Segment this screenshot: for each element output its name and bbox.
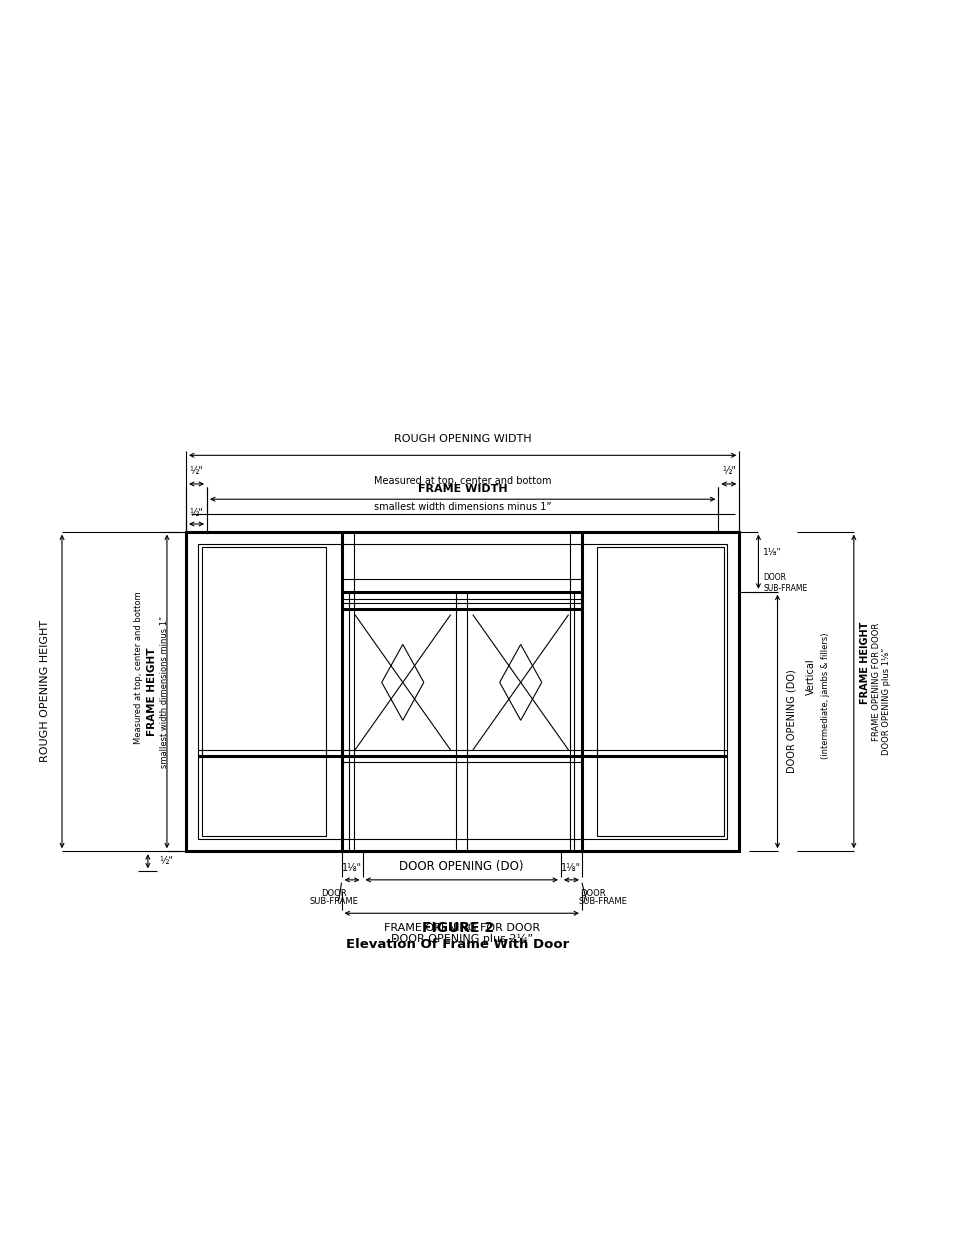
Text: FRAME OPENING FOR DOOR: FRAME OPENING FOR DOOR	[383, 923, 539, 932]
Bar	[202, 547, 326, 836]
Text: SUB-FRAME: SUB-FRAME	[578, 897, 627, 906]
Text: DOOR: DOOR	[321, 889, 346, 898]
Bar	[186, 531, 739, 851]
Text: ½": ½"	[190, 509, 203, 519]
Text: 1⅛": 1⅛"	[762, 548, 781, 557]
Text: ROUGH OPENING WIDTH: ROUGH OPENING WIDTH	[394, 433, 531, 443]
Text: Vertical: Vertical	[805, 658, 815, 695]
Text: ½": ½"	[159, 856, 173, 866]
Text: Elevation Of Frame With Door: Elevation Of Frame With Door	[346, 939, 569, 951]
Text: DOOR OPENING plus 1⅛”: DOOR OPENING plus 1⅛”	[881, 647, 890, 755]
Text: DOOR OPENING (DO): DOOR OPENING (DO)	[399, 860, 523, 873]
Text: DOOR OPENING plus 2¼”: DOOR OPENING plus 2¼”	[391, 934, 532, 945]
Text: 1⅛": 1⅛"	[341, 863, 362, 873]
Text: FRAME HEIGHT: FRAME HEIGHT	[147, 647, 156, 736]
Text: Measured at top, center and bottom: Measured at top, center and bottom	[133, 592, 143, 743]
Text: FRAME OPENING FOR DOOR: FRAME OPENING FOR DOOR	[871, 622, 881, 741]
Text: FIGURE 2: FIGURE 2	[421, 920, 494, 935]
Text: Measured at top, center and bottom: Measured at top, center and bottom	[374, 475, 551, 485]
Text: smallest width dimensions minus 1”: smallest width dimensions minus 1”	[374, 501, 551, 511]
Text: ½": ½"	[721, 467, 735, 477]
Text: DOOR
SUB-FRAME: DOOR SUB-FRAME	[762, 573, 806, 593]
Text: DOOR: DOOR	[580, 889, 605, 898]
Text: ROUGH OPENING HEIGHT: ROUGH OPENING HEIGHT	[40, 620, 50, 762]
Text: FRAME WIDTH: FRAME WIDTH	[417, 484, 507, 494]
Bar	[198, 545, 726, 839]
Text: SUB-FRAME: SUB-FRAME	[309, 897, 358, 906]
Text: FRAME HEIGHT: FRAME HEIGHT	[860, 621, 869, 704]
Text: DOOR OPENING (DO): DOOR OPENING (DO)	[786, 669, 796, 773]
Text: ½": ½"	[190, 467, 203, 477]
Text: 1⅛": 1⅛"	[560, 863, 581, 873]
Text: (intermediate, jambs & fillers): (intermediate, jambs & fillers)	[820, 634, 829, 760]
Text: smallest width dimensions minus 1”: smallest width dimensions minus 1”	[159, 615, 169, 768]
Bar	[597, 547, 723, 836]
